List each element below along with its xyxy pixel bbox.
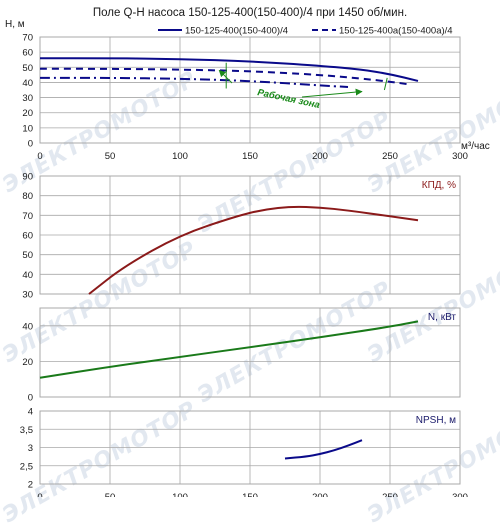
- x-tick-label: 250: [382, 492, 398, 497]
- zone-arrow-right: [301, 88, 363, 98]
- y-tick-label: 3,5: [20, 425, 33, 436]
- y-tick-label: 80: [22, 191, 33, 202]
- y-tick-label: 30: [22, 290, 33, 301]
- x-tick-label: 300: [452, 492, 468, 497]
- x-tick-label: 250: [382, 151, 398, 162]
- x-tick-label: 150: [242, 151, 258, 162]
- series-line: [40, 67, 412, 86]
- y-tick-label: 0: [28, 393, 33, 404]
- x-tick-label: 300: [452, 151, 468, 162]
- x-tick-label: 0: [37, 492, 42, 497]
- series-line: [284, 439, 363, 460]
- y-tick-label: 60: [22, 48, 33, 59]
- y-tick-label: 40: [22, 270, 33, 281]
- y-tick-label: 4: [28, 407, 33, 418]
- x-tick-label: 0: [37, 151, 42, 162]
- x-tick-label: 200: [312, 151, 328, 162]
- x-tick-label: 100: [172, 151, 188, 162]
- x-tick-label: 200: [312, 492, 328, 497]
- chart-title: Поле Q-H насоса 150-125-400(150-400)/4 п…: [93, 7, 407, 19]
- y-axis-label: H, м: [5, 19, 25, 30]
- y-tick-label: 30: [22, 93, 33, 104]
- y-tick-label: 20: [22, 357, 33, 368]
- y-tick-label: 0: [28, 139, 33, 150]
- y-tick-label: 2,5: [20, 461, 33, 472]
- y-tick-label: 2: [28, 480, 33, 491]
- y-tick-label: 70: [22, 211, 33, 222]
- y-tick-label: 70: [22, 33, 33, 44]
- y-tick-label: 20: [22, 108, 33, 119]
- y-tick-label: 50: [22, 250, 33, 261]
- y-tick-label: 40: [22, 321, 33, 332]
- x-axis-label: м³/час: [461, 141, 490, 152]
- legend-label: 150-125-400(150-400)/4: [185, 26, 288, 37]
- zone-arrow-left: [218, 69, 233, 84]
- legend-label: 150-125-400a(150-400a)/4: [339, 26, 453, 37]
- y-tick-label: 60: [22, 231, 33, 242]
- series-line: [40, 57, 419, 82]
- panel-label: NPSH, м: [416, 415, 456, 426]
- y-tick-label: 50: [22, 63, 33, 74]
- series-line: [88, 205, 419, 295]
- x-tick-label: 150: [242, 492, 258, 497]
- series-line: [39, 76, 349, 88]
- y-tick-label: 10: [22, 123, 33, 134]
- x-tick-label: 100: [172, 492, 188, 497]
- y-tick-label: 90: [22, 172, 33, 183]
- panel-label: КПД, %: [422, 180, 456, 191]
- series-line: [39, 320, 419, 379]
- panel-label: N, кВт: [428, 312, 456, 323]
- x-tick-label: 50: [105, 151, 116, 162]
- zone-right-line: [383, 77, 388, 91]
- y-tick-label: 3: [28, 443, 33, 454]
- y-tick-label: 40: [22, 78, 33, 89]
- zone-label: Рабочая зона: [256, 87, 320, 111]
- x-tick-label: 50: [105, 492, 116, 497]
